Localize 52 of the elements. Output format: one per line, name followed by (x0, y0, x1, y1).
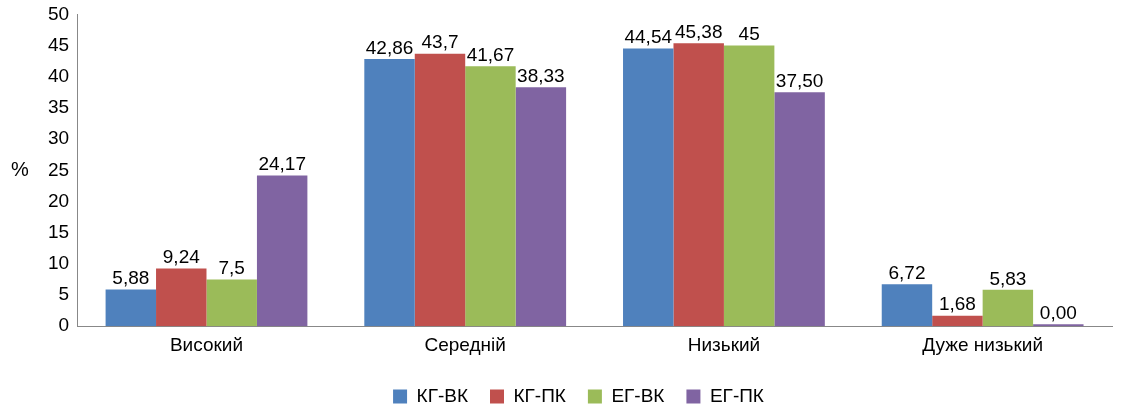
data-label: 45 (738, 23, 760, 45)
y-tick-label: 45 (47, 33, 70, 55)
bar (881, 284, 933, 327)
y-tick-label: 30 (47, 127, 70, 149)
y-axis-title: % (11, 157, 30, 180)
y-tick-label: 40 (47, 64, 70, 86)
data-label: 42,86 (365, 36, 414, 58)
data-label: 41,67 (466, 44, 515, 66)
bar (774, 92, 825, 327)
data-label: 0,00 (1039, 301, 1077, 323)
bar (105, 289, 157, 327)
bar (723, 45, 775, 327)
bar (1033, 324, 1084, 327)
legend-label: ЕГ-ВК (611, 384, 665, 406)
legend-label: ЕГ-ПК (709, 384, 764, 406)
bar (206, 279, 257, 327)
x-tick-label: Дуже низький (922, 333, 1044, 355)
bar (932, 315, 983, 327)
y-tick-label: 5 (58, 283, 70, 305)
y-tick-label: 35 (47, 96, 70, 118)
bar (414, 53, 466, 327)
data-label: 38,33 (517, 64, 565, 86)
bar (156, 268, 207, 327)
bar (256, 175, 308, 327)
data-label: 1,68 (938, 293, 976, 315)
y-tick-label: 15 (47, 220, 70, 242)
y-tick-label: 20 (47, 189, 70, 211)
data-label: 44,54 (624, 26, 673, 48)
legend-label: КГ-ПК (513, 384, 566, 406)
bar (623, 48, 674, 327)
y-tick-label: 0 (58, 314, 70, 336)
data-label: 37,50 (775, 70, 824, 92)
bar (515, 87, 567, 327)
bar (364, 58, 415, 327)
data-label: 9,24 (162, 246, 201, 268)
bar (982, 289, 1034, 327)
data-label: 5,83 (989, 267, 1027, 289)
data-label: 24,17 (258, 153, 306, 175)
legend-label: КГ-ВК (416, 384, 468, 406)
data-label: 6,72 (888, 262, 926, 284)
x-tick-label: Низький (687, 333, 761, 355)
y-tick-label: 25 (47, 158, 70, 180)
bar (673, 43, 724, 327)
y-tick-label: 10 (47, 252, 70, 274)
data-label: 7,5 (218, 257, 245, 279)
y-tick-label: 50 (47, 2, 70, 24)
data-label: 5,88 (112, 267, 150, 289)
data-label: 45,38 (674, 20, 723, 42)
data-label: 43,7 (421, 31, 459, 53)
x-tick-label: Середній (424, 333, 506, 355)
bar (465, 66, 516, 327)
x-tick-label: Високий (169, 333, 244, 355)
